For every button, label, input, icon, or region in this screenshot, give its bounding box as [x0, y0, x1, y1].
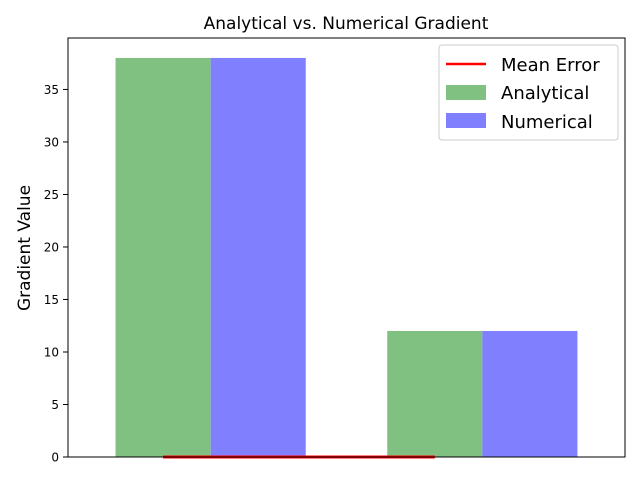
- y-tick-label: 5: [51, 398, 59, 412]
- y-axis-label: Gradient Value: [15, 185, 35, 311]
- y-tick-label: 25: [44, 188, 59, 202]
- legend-numerical-label: Numerical: [501, 112, 593, 133]
- y-tick-label: 30: [44, 135, 59, 149]
- y-tick-label: 35: [44, 83, 59, 97]
- bars-layer: [115, 57, 578, 457]
- legend-analytical-swatch: [446, 85, 486, 100]
- chart-title: Analytical vs. Numerical Gradient: [204, 14, 489, 34]
- y-tick-label: 20: [44, 240, 59, 254]
- legend-numerical-swatch: [446, 113, 486, 128]
- bar-numerical-1: [482, 330, 578, 457]
- bar-numerical-0: [210, 57, 306, 457]
- y-axis-ticks: 0 5 10 15 20 25 30 35: [44, 83, 68, 465]
- legend-analytical-label: Analytical: [501, 83, 589, 104]
- y-tick-label: 10: [44, 345, 59, 359]
- y-tick-label: 15: [44, 293, 59, 307]
- bar-analytical-1: [387, 330, 483, 457]
- legend: Mean Error Analytical Numerical: [438, 44, 619, 141]
- plot-frame: [67, 37, 626, 458]
- y-tick-label: 0: [51, 451, 59, 465]
- legend-mean-error-label: Mean Error: [501, 55, 600, 76]
- bar-analytical-0: [115, 57, 211, 457]
